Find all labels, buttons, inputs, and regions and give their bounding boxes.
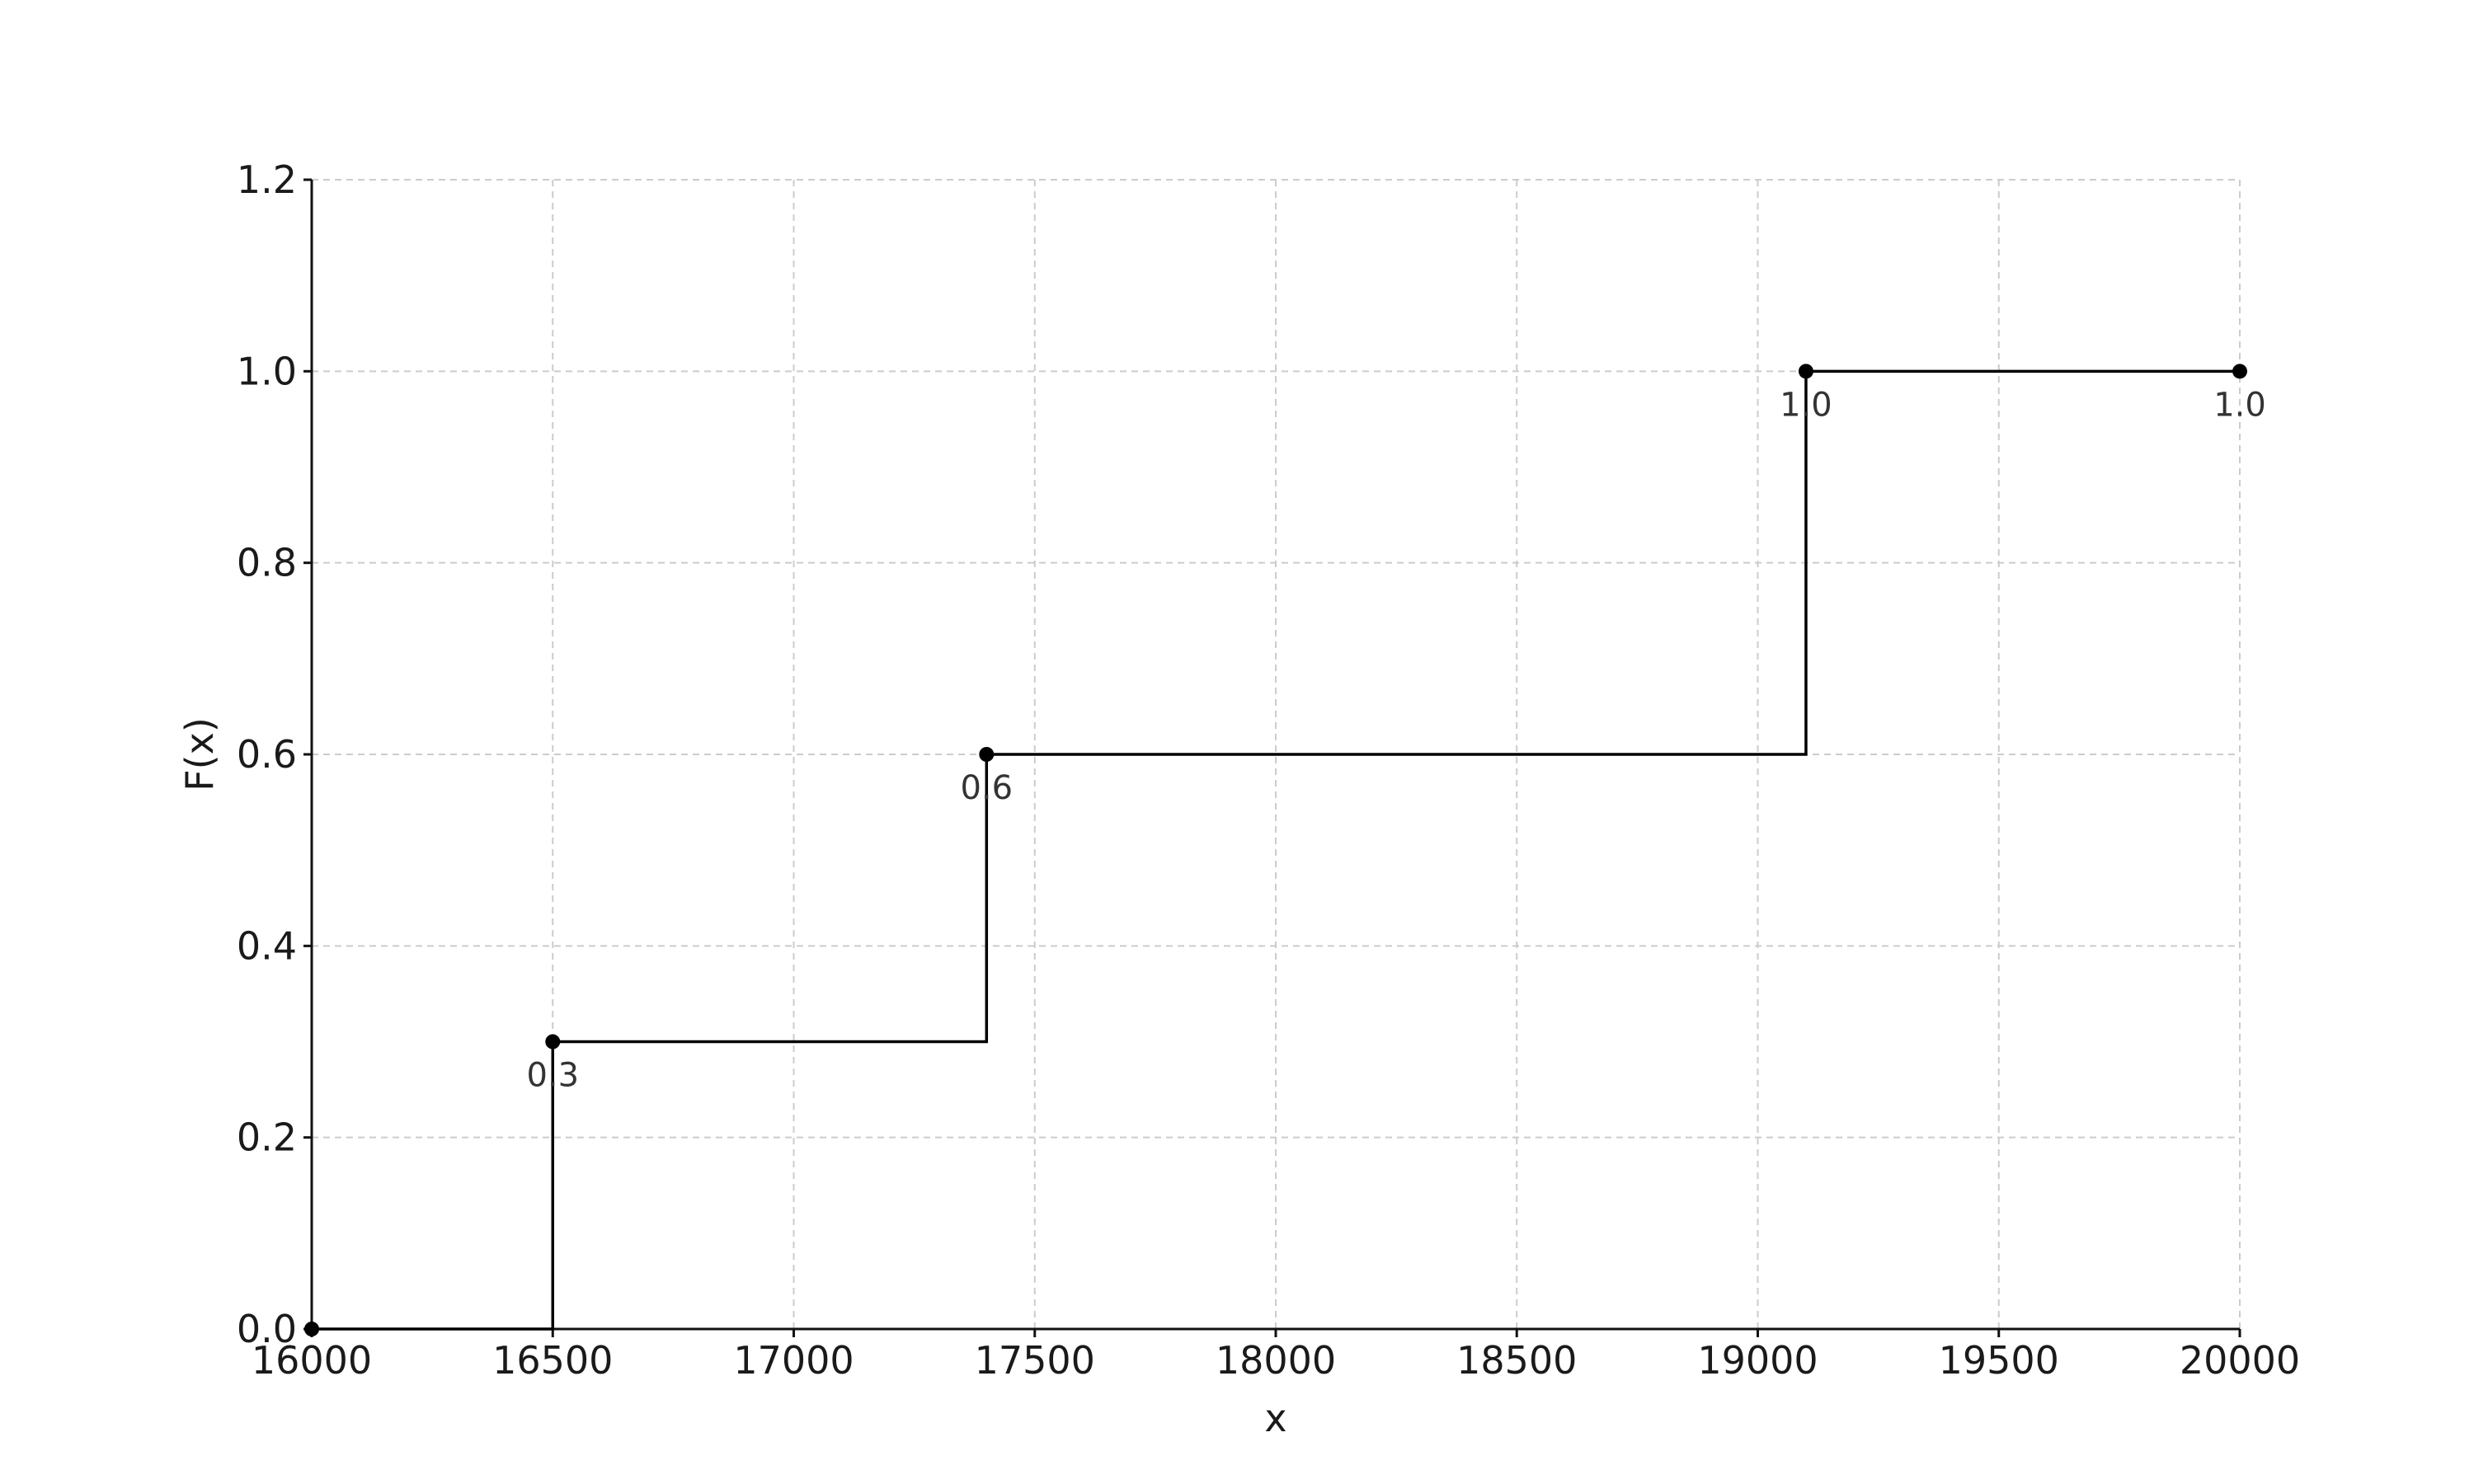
x-tick-label: 18500 <box>1456 1338 1577 1383</box>
data-point <box>304 1322 319 1336</box>
x-tick-label: 17500 <box>975 1338 1095 1383</box>
x-tick-label: 19000 <box>1697 1338 1818 1383</box>
data-label: 0.3 <box>526 1057 579 1095</box>
series <box>304 364 2247 1336</box>
y-tick-label: 0.6 <box>237 732 297 777</box>
cdf-step-line <box>312 369 2240 1331</box>
x-tick-label: 18000 <box>1216 1338 1336 1383</box>
x-axis-title: x <box>1264 1396 1286 1440</box>
data-point <box>2232 364 2247 379</box>
y-tick-label: 1.0 <box>237 349 297 393</box>
x-tick-label: 17000 <box>733 1338 854 1383</box>
data-label: 0.6 <box>960 769 1013 807</box>
data-point <box>545 1034 561 1050</box>
axes <box>303 178 2241 1337</box>
data-point <box>979 747 995 762</box>
y-tick-label: 0.8 <box>237 541 297 585</box>
data-label: 1.0 <box>1780 386 1832 424</box>
y-tick-label: 0.2 <box>237 1115 297 1160</box>
data-label: 1.0 <box>2213 386 2266 424</box>
y-tick-label: 0.4 <box>237 923 297 968</box>
data-point <box>1798 364 1813 379</box>
x-tick-label: 16000 <box>252 1338 372 1383</box>
y-tick-label: 0.0 <box>237 1307 297 1351</box>
x-tick-label: 16500 <box>492 1338 613 1383</box>
labels: 16000 16500 17000 17500 18000 18500 19000 19500… <box>237 157 2300 1383</box>
y-tick-label: 1.2 <box>237 157 297 202</box>
x-tick-label: 19500 <box>1939 1338 2059 1383</box>
x-tick-label: 20000 <box>2180 1338 2300 1383</box>
y-axis-title: F(x) <box>177 717 222 791</box>
